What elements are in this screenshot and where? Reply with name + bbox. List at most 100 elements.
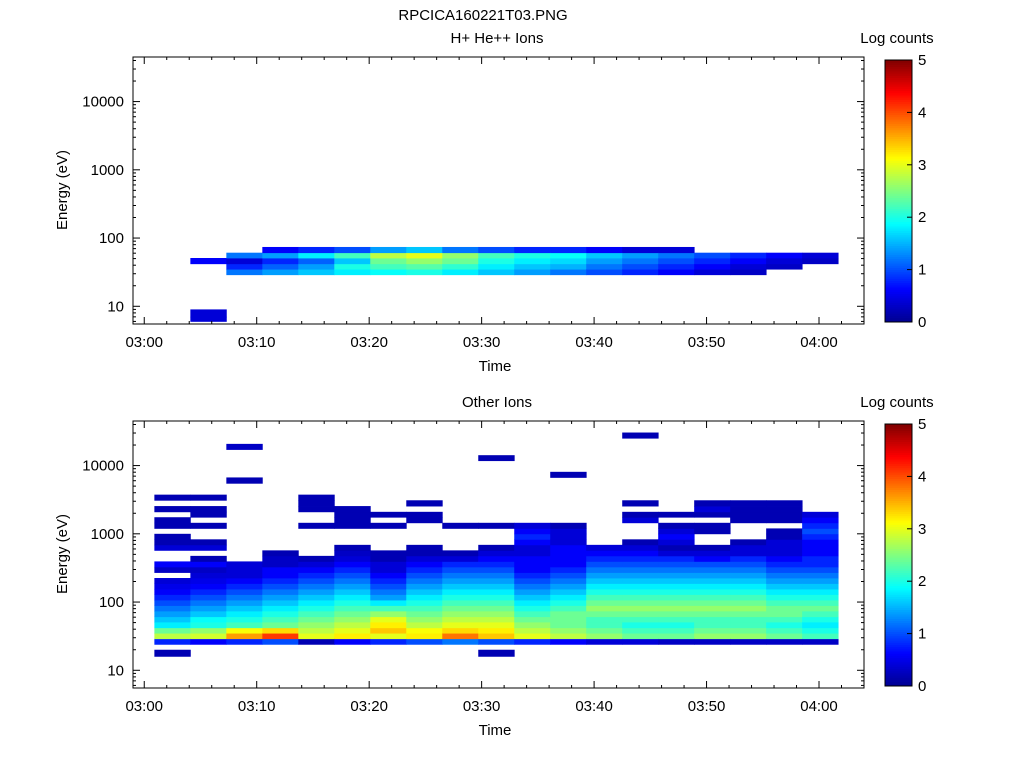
colorbar-swatch <box>885 598 912 602</box>
colorbar-swatch <box>885 258 912 262</box>
heatmap-cell <box>766 605 803 612</box>
colorbar-swatch <box>885 496 912 499</box>
colorbar-tick-label: 1 <box>918 626 926 643</box>
colorbar-swatch <box>885 683 912 687</box>
heatmap-cell <box>658 605 695 612</box>
colorbar-swatch <box>885 550 912 554</box>
heatmap-cell <box>766 627 803 634</box>
heatmap-cell <box>478 455 515 462</box>
colorbar-swatch <box>885 319 912 323</box>
heatmap-cell <box>226 263 263 270</box>
colorbar-swatch <box>885 147 912 151</box>
heatmap-cell <box>370 258 407 265</box>
colorbar-swatch <box>885 175 912 179</box>
heatmap-cell <box>334 566 371 573</box>
heatmap-cell <box>298 622 335 629</box>
heatmap-cell <box>766 528 803 535</box>
heatmap-cell <box>226 477 263 484</box>
heatmap-cell <box>406 561 443 568</box>
heatmap-cell <box>262 269 299 276</box>
heatmap-cell <box>154 605 191 612</box>
heatmap-cell <box>226 616 263 623</box>
colorbar-swatch <box>885 456 912 460</box>
colorbar-swatch <box>885 186 912 190</box>
colorbar-swatch <box>885 64 912 68</box>
colorbar-swatch <box>885 300 912 303</box>
colorbar-swatch <box>885 73 912 76</box>
heatmap-cell <box>370 566 407 573</box>
colorbar-swatch <box>885 533 912 536</box>
colorbar-swatch <box>885 432 912 436</box>
heatmap-cell <box>622 622 659 629</box>
heatmap-cell <box>154 522 191 529</box>
heatmap-cell <box>694 578 731 584</box>
heatmap-cell <box>766 633 803 640</box>
colorbar-swatch <box>885 581 912 584</box>
colorbar-swatch <box>885 232 912 236</box>
heatmap-cell <box>658 589 695 595</box>
heatmap-cell <box>190 600 227 606</box>
heatmap-cell <box>154 622 191 629</box>
heatmap-cell <box>478 594 515 601</box>
heatmap-cell <box>586 550 623 557</box>
heatmap-cell <box>550 544 587 551</box>
heatmap-cell <box>442 600 479 606</box>
heatmap-cell <box>262 589 299 595</box>
colorbar-swatch <box>885 260 912 264</box>
heatmap-cell <box>226 622 263 629</box>
heatmap-cell <box>658 638 695 645</box>
heatmap-cell <box>298 600 335 606</box>
heatmap-cell <box>550 561 587 568</box>
heatmap-cell <box>550 578 587 584</box>
colorbar-swatch <box>885 544 912 547</box>
heatmap-cell <box>802 252 839 259</box>
heatmap-cell <box>514 246 551 254</box>
heatmap-cell <box>370 589 407 595</box>
heatmap-cell <box>334 258 371 265</box>
heatmap-cell <box>370 578 407 584</box>
heatmap-cell <box>514 263 551 270</box>
heatmap-cell <box>478 555 515 562</box>
heatmap-cell <box>622 583 659 590</box>
colorbar-swatch <box>885 249 912 253</box>
heatmap-cell <box>478 610 515 618</box>
colorbar-swatch <box>885 557 912 560</box>
heatmap-cell <box>550 522 587 529</box>
heatmap-cell <box>622 627 659 634</box>
heatmap-cell <box>730 269 767 276</box>
colorbar-swatch <box>885 445 912 449</box>
colorbar-frame <box>884 59 913 323</box>
heatmap-cell <box>658 533 695 540</box>
heatmap-cell <box>262 633 299 640</box>
heatmap-cell <box>226 578 263 584</box>
colorbar-swatch <box>885 679 912 683</box>
heatmap-cell <box>442 561 479 568</box>
colorbar-swatch <box>885 160 912 164</box>
heatmap-cell <box>694 544 731 551</box>
colorbar-swatch <box>885 592 912 595</box>
heatmap-cell <box>262 610 299 618</box>
heatmap-cell <box>766 500 803 507</box>
heatmap-cell <box>190 494 227 501</box>
heatmap-cell <box>766 561 803 568</box>
colorbar-swatch <box>885 576 912 580</box>
heatmap-cell <box>730 610 767 618</box>
heatmap-cell <box>586 566 623 573</box>
heatmap-cell <box>514 522 551 529</box>
colorbar-swatch <box>885 670 912 674</box>
heatmap-cell <box>802 638 839 645</box>
colorbar-swatch <box>885 478 912 482</box>
colorbar-swatch <box>885 480 912 484</box>
colorbar-swatch <box>885 206 912 209</box>
heatmap-cell <box>802 594 839 601</box>
heatmap-cell <box>514 561 551 568</box>
heatmap-cell <box>478 638 515 645</box>
heatmap-cell <box>478 633 515 640</box>
heatmap-cell <box>298 500 335 507</box>
heatmap-cell <box>370 633 407 640</box>
colorbar-swatch <box>885 646 912 650</box>
colorbar-swatch <box>885 458 912 462</box>
heatmap-cell <box>298 506 335 513</box>
heatmap-cell <box>406 517 443 524</box>
heatmap-cell <box>550 533 587 540</box>
